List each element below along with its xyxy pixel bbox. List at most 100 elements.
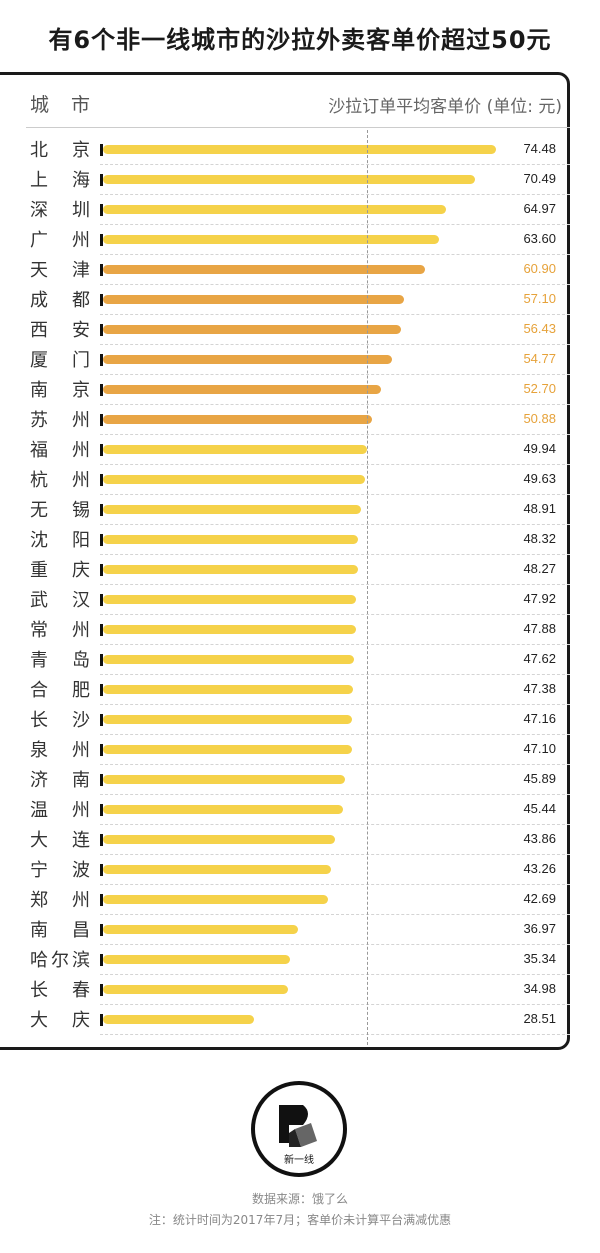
row-gridline xyxy=(100,524,570,525)
bar xyxy=(103,865,332,874)
bar-value-label: 43.26 xyxy=(523,861,556,876)
bar xyxy=(103,145,497,154)
row-gridline xyxy=(100,884,570,885)
bar xyxy=(103,565,358,574)
table-row: 重 庆 48.27 xyxy=(0,555,600,585)
city-label: 宁 波 xyxy=(30,860,90,881)
bar-start-tick xyxy=(100,984,103,996)
city-label: 沈 阳 xyxy=(30,530,90,551)
city-label: 长 春 xyxy=(30,980,90,1001)
bar-value-label: 50.88 xyxy=(523,411,556,426)
bar xyxy=(103,385,382,394)
table-row: 厦 门 54.77 xyxy=(0,345,600,375)
city-label: 厦 门 xyxy=(30,350,90,371)
bar-value-label: 36.97 xyxy=(523,921,556,936)
data-source: 数据来源：饿了么 xyxy=(251,1192,348,1206)
city-label: 大 庆 xyxy=(30,1010,90,1031)
row-gridline xyxy=(100,374,570,375)
reference-line-50 xyxy=(367,130,368,1045)
bar-value-label: 47.88 xyxy=(523,621,556,636)
row-gridline xyxy=(100,674,570,675)
bar-value-label: 45.44 xyxy=(523,801,556,816)
bar-value-label: 34.98 xyxy=(523,981,556,996)
table-row: 武 汉 47.92 xyxy=(0,585,600,615)
bar-start-tick xyxy=(100,684,103,696)
bar-value-label: 47.38 xyxy=(523,681,556,696)
bar-value-label: 45.89 xyxy=(523,771,556,786)
row-gridline xyxy=(100,344,570,345)
table-row: 长 春 34.98 xyxy=(0,975,600,1005)
bar-value-label: 47.62 xyxy=(523,651,556,666)
table-row: 合 肥 47.38 xyxy=(0,675,600,705)
bar-start-tick xyxy=(100,144,103,156)
table-row: 苏 州 50.88 xyxy=(0,405,600,435)
bar-value-label: 74.48 xyxy=(523,141,556,156)
table-row: 深 圳 64.97 xyxy=(0,195,600,225)
bar-start-tick xyxy=(100,624,103,636)
city-label: 上 海 xyxy=(30,170,90,191)
bar xyxy=(103,625,356,634)
table-row: 西 安 56.43 xyxy=(0,315,600,345)
bar-start-tick xyxy=(100,234,103,246)
city-label: 天 津 xyxy=(30,260,90,281)
chart-title: 有6个非一线城市的沙拉外卖客单价超过50元 xyxy=(48,26,552,54)
row-gridline xyxy=(100,854,570,855)
bar-value-label: 49.63 xyxy=(523,471,556,486)
bar xyxy=(103,685,354,694)
bar xyxy=(103,805,343,814)
row-gridline xyxy=(100,734,570,735)
bar-start-tick xyxy=(100,774,103,786)
city-label: 郑 州 xyxy=(30,890,90,911)
brand-logo-mark: 新一线 xyxy=(279,1105,317,1166)
city-label: 苏 州 xyxy=(30,410,90,431)
city-column-header: 城市 xyxy=(30,94,113,116)
table-row: 长 沙 47.16 xyxy=(0,705,600,735)
row-gridline xyxy=(100,404,570,405)
bar xyxy=(103,415,372,424)
table-row: 常 州 47.88 xyxy=(0,615,600,645)
table-row: 南 昌 36.97 xyxy=(0,915,600,945)
bar xyxy=(103,1015,254,1024)
bar-value-label: 52.70 xyxy=(523,381,556,396)
table-row: 大 连 43.86 xyxy=(0,825,600,855)
bar-start-tick xyxy=(100,414,103,426)
bar xyxy=(103,715,352,724)
bar xyxy=(103,745,352,754)
row-gridline xyxy=(100,764,570,765)
bar-value-label: 56.43 xyxy=(523,321,556,336)
city-label: 合 肥 xyxy=(30,680,90,701)
value-column-header: 沙拉订单平均客单价 (单位: 元) xyxy=(328,97,562,117)
row-gridline xyxy=(100,1004,570,1005)
bar xyxy=(103,265,425,274)
bar-value-label: 48.91 xyxy=(523,501,556,516)
bar-start-tick xyxy=(100,864,103,876)
table-row: 无 锡 48.91 xyxy=(0,495,600,525)
bar xyxy=(103,505,362,514)
bar-start-tick xyxy=(100,354,103,366)
bar xyxy=(103,205,447,214)
bar xyxy=(103,295,405,304)
city-label: 深 圳 xyxy=(30,200,90,221)
bar xyxy=(103,925,299,934)
row-gridline xyxy=(100,944,570,945)
bar xyxy=(103,355,393,364)
city-label: 南 京 xyxy=(30,380,90,401)
bar-start-tick xyxy=(100,534,103,546)
city-label: 温 州 xyxy=(30,800,90,821)
bar-start-tick xyxy=(100,1014,103,1026)
row-gridline xyxy=(100,284,570,285)
bar-value-label: 43.86 xyxy=(523,831,556,846)
row-gridline xyxy=(100,434,570,435)
bar xyxy=(103,535,359,544)
bar-start-tick xyxy=(100,564,103,576)
table-row: 南 京 52.70 xyxy=(0,375,600,405)
bar-start-tick xyxy=(100,474,103,486)
city-label: 青 岛 xyxy=(30,650,90,671)
chart-frame xyxy=(0,72,570,1050)
bar-value-label: 28.51 xyxy=(523,1011,556,1026)
table-row: 杭 州 49.63 xyxy=(0,465,600,495)
row-gridline xyxy=(100,584,570,585)
table-row: 宁 波 43.26 xyxy=(0,855,600,885)
bar-value-label: 48.27 xyxy=(523,561,556,576)
bar-value-label: 57.10 xyxy=(523,291,556,306)
